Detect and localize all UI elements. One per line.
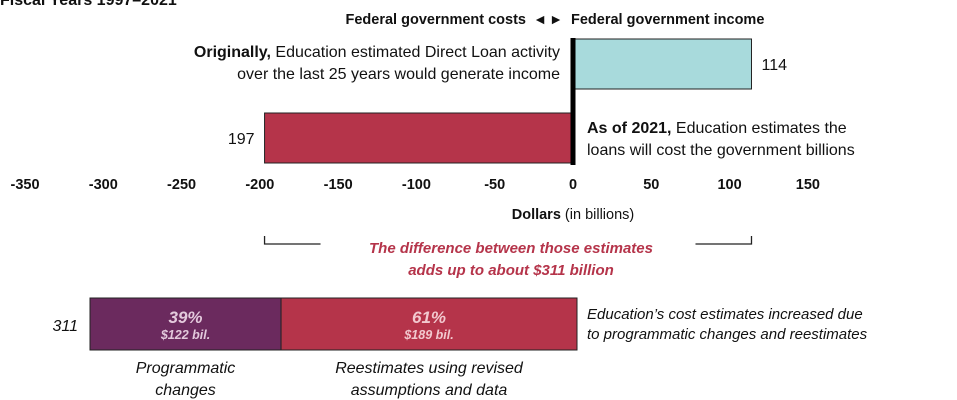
cost-bar [264,112,574,164]
x-tick-label: -50 [484,177,505,193]
x-tick-label: -200 [245,177,274,193]
asof-annotation-line1: As of 2021, Education estimates the [587,120,847,137]
x-tick-label: -300 [89,177,118,193]
x-tick-label: 100 [717,177,741,193]
originally-annotation-rest: Education estimated Direct Loan activity [271,44,560,61]
reestimates-percent-label: 61% [412,308,446,327]
difference-text-line1: The difference between those estimates [369,240,653,257]
originally-annotation-line1: Originally, Education estimated Direct L… [194,44,560,61]
breakdown-note-line1: Education’s cost estimates increased due [587,306,863,323]
income-bar-value-label: 114 [761,57,787,74]
x-tick-label: 0 [569,177,577,193]
x-axis-label: Dollars (in billions) [512,207,635,223]
reestimates-caption-line2: assumptions and data [351,382,508,399]
programmatic-percent-label: 39% [169,308,203,327]
originally-annotation-line2: over the last 25 years would generate in… [237,66,560,83]
reestimates-amount-label: $189 bil. [403,328,453,342]
income-bar [572,38,752,90]
income-direction-label: Federal government income [571,12,764,28]
difference-bracket-right [695,236,753,245]
left-arrow-icon: ◄ [533,11,547,27]
x-tick-label: -350 [10,177,39,193]
reestimates-caption-line1: Reestimates using revised [335,360,524,377]
x-tick-label: -100 [402,177,431,193]
right-arrow-icon: ► [549,11,563,27]
originally-annotation-bold: Originally, [194,44,271,61]
asof-annotation-bold: As of 2021, [587,120,671,137]
x-axis-label-rest: (in billions) [561,207,634,223]
programmatic-amount-label: $122 bil. [160,328,210,342]
cost-bar-value-label: 197 [228,131,255,148]
chart-title: Fiscal Years 1997–2021 [0,0,177,9]
reestimates-segment [280,297,578,351]
difference-text-line2: adds up to about $311 billion [408,262,614,279]
x-axis-label-bold: Dollars [512,207,561,223]
x-tick-label: -150 [324,177,353,193]
costs-direction-label: Federal government costs [346,12,527,28]
programmatic-changes-segment [89,297,282,351]
asof-annotation-rest: Education estimates the [671,120,846,137]
x-tick-label: 50 [643,177,659,193]
difference-bracket-left [263,236,321,245]
x-tick-label: 150 [796,177,820,193]
x-tick-label: -250 [167,177,196,193]
asof-annotation-line2: loans will cost the government billions [587,142,855,159]
programmatic-caption-line1: Programmatic [136,360,236,377]
breakdown-total-label: 311 [52,318,78,335]
breakdown-note-line2: to programmatic changes and reestimates [587,326,868,343]
programmatic-caption-line2: changes [155,382,216,399]
x-axis-ticks: -350 -300 -250 -200 -150 -100 -50 0 50 100 150 [10,177,819,193]
